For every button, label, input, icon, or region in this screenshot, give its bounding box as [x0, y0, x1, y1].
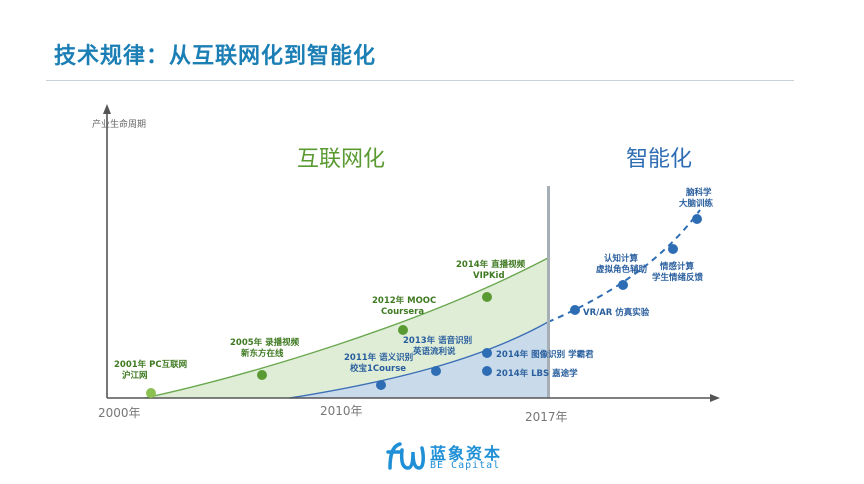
y-axis-label: 产业生命周期 — [92, 118, 146, 130]
x-axis-arrow-icon — [710, 394, 720, 402]
node-2012 — [398, 325, 408, 335]
label-2013-line2: 英语流利说 — [412, 346, 456, 357]
logo-mark-icon — [386, 442, 425, 470]
label-2001-line2: 沪江网 — [122, 370, 148, 381]
label-brain-line2: 大脑训练 — [679, 198, 714, 209]
intelligent-curve — [289, 321, 549, 399]
node-vr — [570, 305, 580, 315]
label-2013-line1: 2013年 语音识别 — [403, 335, 472, 346]
label-2012-line1: 2012年 MOOC — [372, 295, 436, 306]
node-brain — [692, 214, 702, 224]
label-cognitive-line2: 虚拟角色辅助 — [596, 264, 648, 275]
label-2011-line1: 2011年 语义识别 — [344, 352, 413, 363]
label-2012-line2: Coursera — [381, 307, 424, 317]
label-2011-line2: 校宝1Course — [350, 363, 406, 374]
node-2011 — [376, 380, 386, 390]
node-2005 — [257, 370, 267, 380]
logo: 蓝象资本 BE Capital — [386, 438, 516, 478]
label-vr: VR/AR 仿真实验 — [583, 307, 650, 318]
internet-curve — [144, 257, 549, 399]
label-2005-line1: 2005年 录播视频 — [230, 337, 300, 348]
label-2014-live-line2: VIPKid — [473, 271, 505, 281]
logo-subtitle: BE Capital — [430, 460, 501, 471]
label-2014-image: 2014年 图像识别 学霸君 — [496, 349, 594, 360]
title-divider — [46, 80, 794, 81]
year-2017-divider — [547, 186, 550, 398]
label-2014-lbs: 2014年 LBS 嘉途学 — [496, 368, 578, 379]
label-emotion-line1: 情感计算 — [659, 261, 695, 272]
intelligent-area — [290, 322, 548, 398]
logo-name: 蓝象资本 — [430, 444, 503, 463]
x-tick-2010: 2010年 — [320, 404, 363, 418]
node-2014-live — [482, 292, 492, 302]
label-2005-line2: 新东方在线 — [241, 348, 284, 359]
node-2013 — [431, 366, 441, 376]
node-2014-image — [482, 348, 492, 358]
y-axis-arrow-icon — [103, 104, 111, 114]
phase-internet-label: 互联网化 — [297, 147, 385, 172]
future-dashed-curve — [547, 209, 701, 323]
x-tick-2000: 2000年 — [98, 406, 141, 420]
node-cognitive — [618, 280, 628, 290]
label-emotion-line2: 学生情绪反馈 — [652, 272, 704, 283]
label-cognitive-line1: 认知计算 — [604, 253, 639, 264]
phase-intelligent-label: 智能化 — [626, 147, 692, 172]
node-2001 — [146, 388, 156, 398]
label-brain-line1: 脑科学 — [685, 187, 712, 198]
node-emotion — [668, 244, 678, 254]
label-2014-live-line1: 2014年 直播视频 — [456, 259, 526, 270]
label-2001-line1: 2001年 PC互联网 — [114, 359, 187, 370]
x-tick-2017: 2017年 — [525, 410, 568, 424]
node-2014-lbs — [482, 366, 492, 376]
page-title: 技术规律：从互联网化到智能化 — [54, 44, 377, 69]
